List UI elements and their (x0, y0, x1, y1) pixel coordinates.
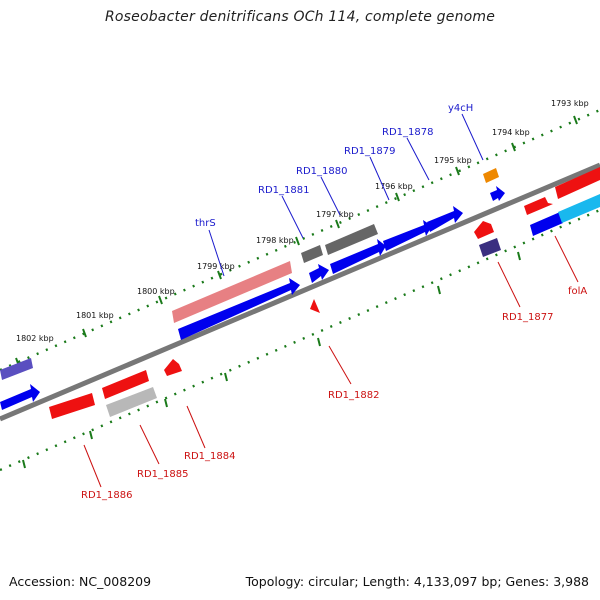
outer-scale-track (0, 108, 600, 372)
label-RD1_1880: RD1_1880 (296, 166, 347, 177)
label-RD1_1878: RD1_1878 (382, 127, 433, 138)
label-RD1_1885: RD1_1885 (137, 469, 188, 480)
top-leader-lines (208, 113, 484, 277)
scale-label-1799: 1799 kbp (197, 262, 235, 271)
gene-arrow (555, 167, 600, 199)
scale-label-1793: 1793 kbp (551, 99, 589, 108)
gene-arrow (483, 168, 499, 183)
gene-arrow (427, 206, 463, 232)
label-folA: folA (568, 286, 587, 297)
label-RD1_1886: RD1_1886 (81, 490, 132, 501)
scale-label-1802: 1802 kbp (16, 334, 54, 343)
scale-label-1795: 1795 kbp (434, 156, 472, 165)
gene-arrow (0, 384, 40, 410)
gene-arrow (325, 224, 378, 255)
reverse-strand-genes (49, 197, 553, 419)
gene-arrow (49, 393, 95, 419)
gene-arrow (301, 245, 323, 263)
bottom-leader-lines (83, 235, 579, 488)
scale-label-1794: 1794 kbp (492, 128, 530, 137)
genome-summary-text: Topology: circular; Length: 4,133,097 bp… (245, 574, 589, 589)
gene-arrow (524, 197, 553, 215)
gene-arrow (309, 264, 329, 283)
gene-arrow (490, 186, 505, 201)
gene-arrow (310, 299, 320, 313)
label-RD1_1881: RD1_1881 (258, 185, 309, 196)
label-thrS: thrS (195, 218, 216, 229)
top-strand-genes (0, 167, 600, 380)
gene-arrow (0, 358, 33, 380)
gene-arrow (330, 239, 386, 274)
label-RD1_1877: RD1_1877 (502, 312, 553, 323)
gene-arrow (172, 261, 292, 323)
scale-label-1801: 1801 kbp (76, 311, 114, 320)
label-y4cH: y4cH (448, 103, 473, 114)
label-RD1_1879: RD1_1879 (344, 146, 395, 157)
gene-arrow (474, 221, 494, 239)
genome-backbone (0, 162, 600, 422)
gene-arrow (479, 238, 501, 257)
gene-arrow (383, 220, 432, 251)
scale-label-1796: 1796 kbp (375, 182, 413, 191)
gene-arrow (558, 194, 600, 223)
forward-strand-genes (0, 186, 600, 410)
map-title: Roseobacter denitrificans OCh 114, compl… (104, 9, 496, 25)
label-RD1_1882: RD1_1882 (328, 390, 379, 401)
accession-text: Accession: NC_008209 (9, 574, 152, 589)
label-RD1_1884: RD1_1884 (184, 451, 235, 462)
scale-label-1797: 1797 kbp (316, 210, 354, 219)
gene-arrow (102, 370, 149, 399)
scale-label-1798: 1798 kbp (256, 236, 294, 245)
gene-arrow (530, 212, 563, 236)
scale-label-1800: 1800 kbp (137, 287, 175, 296)
gene-arrow (178, 278, 300, 340)
gene-arrow (106, 387, 157, 417)
gene-arrow (164, 359, 182, 376)
major-ticks (15, 115, 578, 469)
